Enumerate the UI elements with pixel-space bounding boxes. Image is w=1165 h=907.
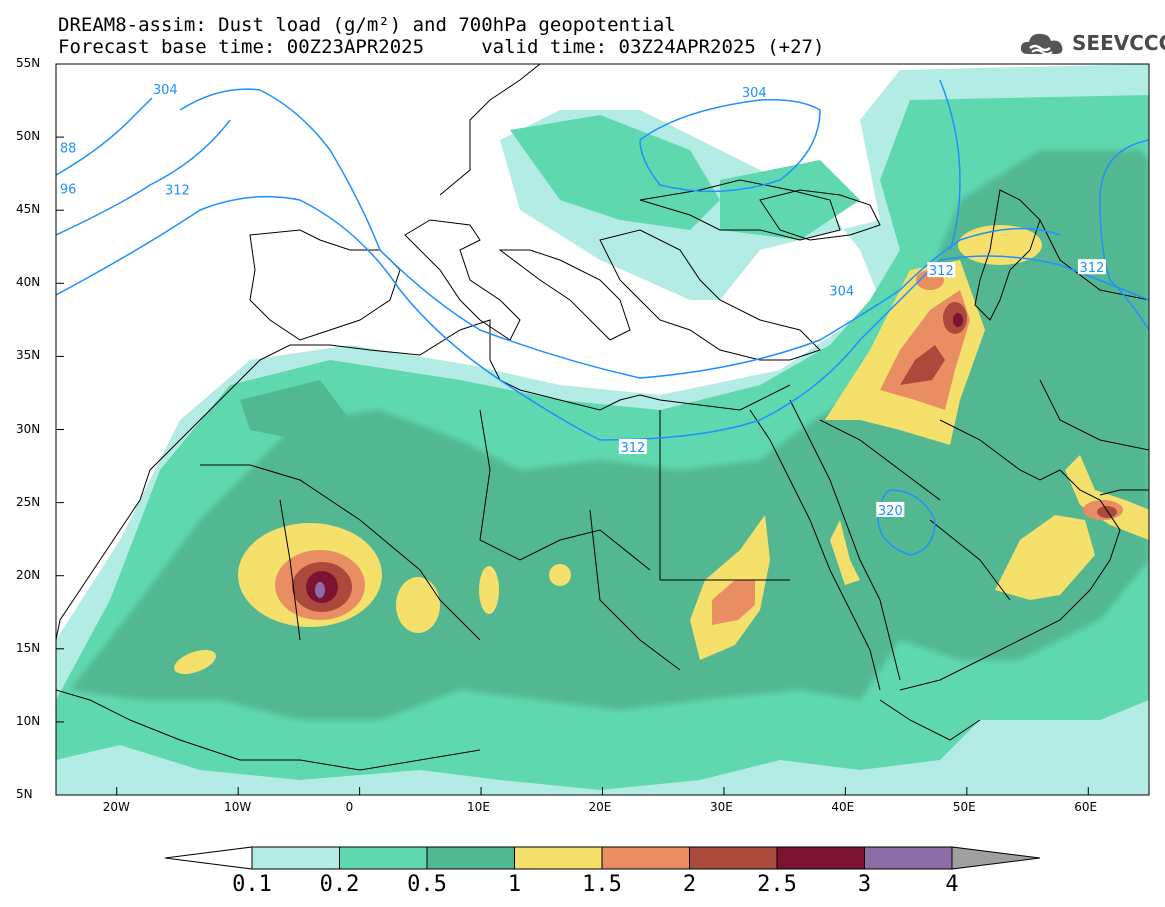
lon-tick-label: 20E <box>588 800 612 814</box>
legend-label: 0.1 <box>232 872 272 897</box>
lat-tick-label: 50N <box>16 129 41 144</box>
lon-tick-label: 10E <box>467 800 490 814</box>
contour-label-text: 304 <box>829 285 854 300</box>
lon-tick-label: 20W <box>102 800 130 814</box>
map-title: DREAM8-assim: Dust load (g/m²) and 700hP… <box>58 14 676 36</box>
contour-label-bg <box>876 501 905 517</box>
color-legend <box>164 846 1041 870</box>
lon-tick-label: 10W <box>224 800 252 814</box>
geopotential-contours <box>56 79 1149 556</box>
legend-swatch <box>514 846 603 870</box>
contour-label-text: 312 <box>620 441 645 456</box>
lat-tick-label: 10N <box>16 713 41 728</box>
contour-label: 320 <box>876 501 905 519</box>
seevccc-logo: SEEVCCC <box>1018 28 1165 58</box>
contour-label: 312 <box>1077 259 1106 276</box>
legend-arrow-low <box>164 846 253 870</box>
contour-label-bg <box>58 180 79 196</box>
contour-label-bg <box>1077 259 1106 275</box>
legend-label: 1.5 <box>582 872 622 897</box>
lat-tick-label: 15N <box>16 640 41 655</box>
coastlines <box>56 64 1149 771</box>
contour-label-bg <box>618 439 647 455</box>
contour-label: 304 <box>151 80 180 98</box>
lon-tick-label: 40E <box>831 800 855 814</box>
contour-label: 96 <box>58 180 79 197</box>
contour-label-text: 88 <box>60 141 77 156</box>
lon-tick-label: 30E <box>709 800 733 814</box>
dust-field: 304 304 312 88 96 304 312 312 312 320 <box>56 64 1149 795</box>
contour-label-text: 312 <box>929 264 954 279</box>
legend-label: 3 <box>857 872 872 897</box>
legend-arrow-high <box>951 846 1041 870</box>
contour-label-text: 96 <box>60 182 77 197</box>
lat-tick-label: 20N <box>16 567 41 582</box>
legend-label: 0.2 <box>319 872 360 897</box>
contour-label-layer: 304 304 312 88 96 304 312 312 312 320 <box>58 80 1106 519</box>
contour-label: 312 <box>927 262 956 279</box>
dust-level-3 <box>315 582 325 598</box>
contour-label-text: 320 <box>878 504 903 519</box>
legend-swatch <box>426 846 515 870</box>
legend-label: 1 <box>507 872 522 897</box>
lat-tick-label: 25N <box>16 494 41 509</box>
lat-tick-label: 35N <box>16 348 41 363</box>
contour-label: 304 <box>740 83 769 101</box>
axis-ticks <box>56 63 1089 796</box>
legend-label: 4 <box>945 872 959 897</box>
contour-label: 304 <box>827 282 856 300</box>
contour-label: 312 <box>618 439 647 456</box>
legend-swatch <box>251 846 340 870</box>
contour-label-bg <box>58 139 79 155</box>
contour-label-text: 304 <box>742 86 767 101</box>
legend-swatch <box>601 846 690 870</box>
legend-swatch <box>776 846 865 870</box>
cloud-logo-icon <box>1020 33 1063 55</box>
lat-tick-label: 45N <box>16 202 41 217</box>
legend-label: 0.5 <box>407 872 447 897</box>
lon-tick-label: 0 <box>345 800 354 814</box>
legend-label: 2 <box>682 872 697 897</box>
contour-label-bg <box>151 80 180 96</box>
contour-label-bg <box>163 181 192 197</box>
legend-label: 2.5 <box>757 872 797 897</box>
contour-label-bg <box>827 282 856 298</box>
contour-label: 88 <box>58 139 79 156</box>
contour-label-text: 304 <box>153 83 178 98</box>
logo-text: SEEVCCC <box>1072 31 1165 55</box>
legend-swatch <box>864 846 953 870</box>
lon-tick-label: 50E <box>952 800 976 814</box>
contour-label: 312 <box>163 181 192 199</box>
legend-swatch <box>339 846 428 870</box>
lat-tick-label: 5N <box>16 787 33 801</box>
lat-tick-label: 40N <box>16 275 41 290</box>
contour-label-text: 312 <box>165 184 190 199</box>
map-subtitle-times: Forecast base time: 00Z23APR2025 valid t… <box>58 36 825 58</box>
contour-label-bg <box>927 262 956 278</box>
legend-swatch <box>689 846 778 870</box>
lon-tick-label: 60E <box>1074 800 1098 814</box>
lat-tick-label: 55N <box>16 56 41 70</box>
lat-tick-label: 30N <box>16 421 41 436</box>
contour-label-bg <box>740 83 769 99</box>
contour-label-text: 312 <box>1080 261 1105 276</box>
